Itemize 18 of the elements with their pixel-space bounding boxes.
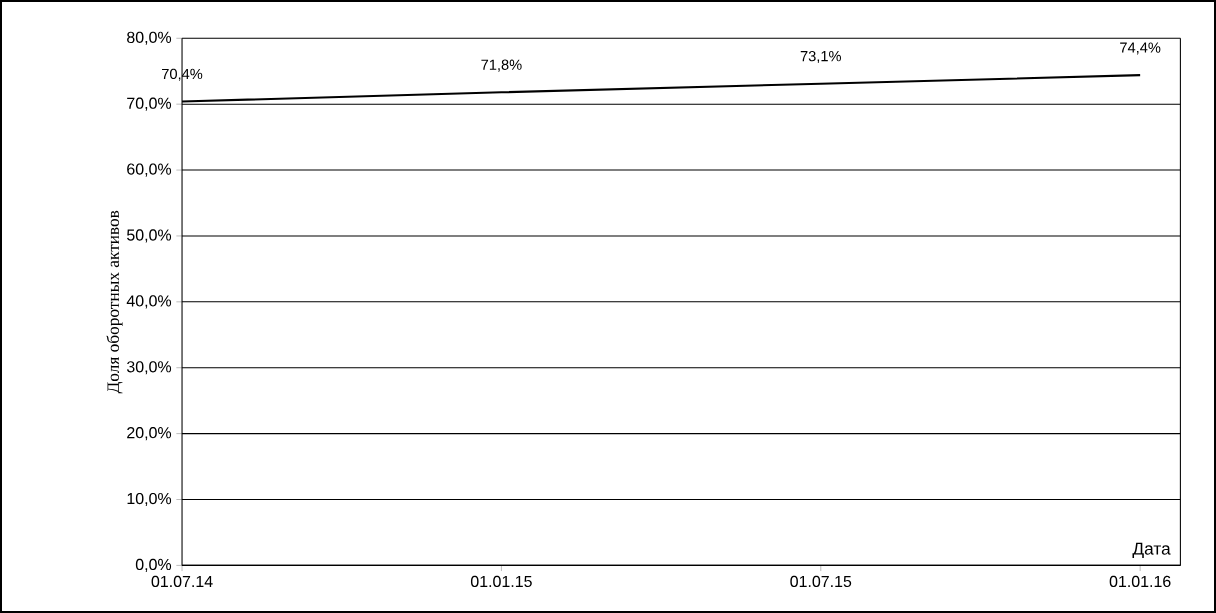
- x-tick-label: 01.07.15: [790, 575, 852, 588]
- data-label: 74,4%: [1120, 42, 1161, 55]
- data-label: 73,1%: [800, 50, 841, 64]
- y-tick-label: 40,0%: [126, 295, 172, 309]
- data-label: 71,8%: [481, 59, 522, 72]
- y-tick-label: 20,0%: [127, 427, 172, 441]
- x-axis-title: Дата: [1132, 542, 1171, 559]
- x-tick-label: 01.07.14: [151, 575, 213, 588]
- y-tick-label: 10,0%: [127, 492, 172, 507]
- x-tick-label: 01.01.15: [470, 575, 532, 588]
- y-tick-label: 70,0%: [127, 97, 172, 111]
- y-tick-label: 60,0%: [127, 163, 172, 177]
- y-tick-label: 80,0%: [127, 31, 172, 45]
- y-axis-title: Доля оборотных активов: [106, 210, 123, 394]
- y-tick-label: 0,0%: [135, 558, 172, 572]
- y-tick-label: 30,0%: [126, 361, 172, 375]
- y-tick-label: 50,0%: [127, 229, 172, 243]
- x-tick-label: 01.01.16: [1109, 575, 1171, 588]
